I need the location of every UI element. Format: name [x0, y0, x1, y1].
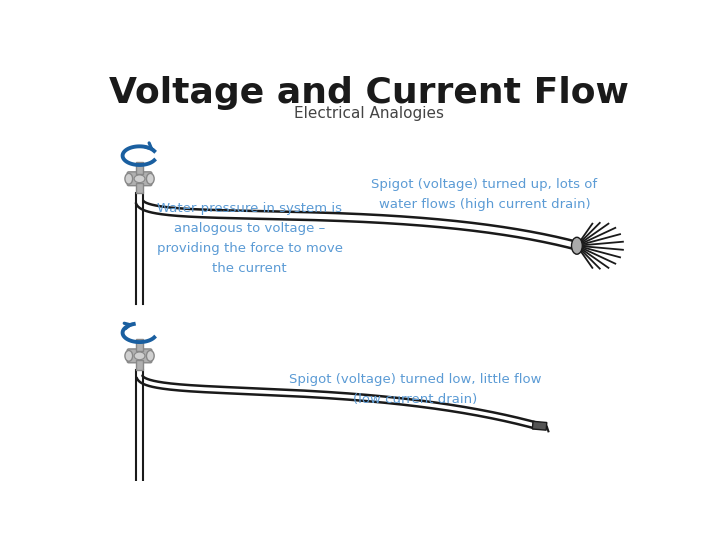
- Text: Spigot (voltage) turned low, little flow
(low current drain): Spigot (voltage) turned low, little flow…: [289, 373, 541, 406]
- Bar: [135, 184, 143, 193]
- Ellipse shape: [134, 352, 145, 360]
- FancyBboxPatch shape: [127, 349, 152, 363]
- Text: Spigot (voltage) turned up, lots of
water flows (high current drain): Spigot (voltage) turned up, lots of wate…: [372, 178, 598, 211]
- Bar: [135, 361, 143, 370]
- Bar: [532, 421, 546, 430]
- Text: Electrical Analogies: Electrical Analogies: [294, 106, 444, 121]
- FancyBboxPatch shape: [127, 172, 152, 186]
- Ellipse shape: [146, 173, 154, 184]
- Ellipse shape: [134, 175, 145, 183]
- Ellipse shape: [572, 237, 582, 254]
- Ellipse shape: [125, 350, 132, 361]
- Text: Voltage and Current Flow: Voltage and Current Flow: [109, 76, 629, 110]
- Bar: [137, 162, 143, 174]
- Ellipse shape: [125, 173, 132, 184]
- Ellipse shape: [146, 350, 154, 361]
- Text: Water pressure in system is
analogous to voltage –
providing the force to move
t: Water pressure in system is analogous to…: [157, 201, 343, 274]
- Bar: [137, 339, 143, 351]
